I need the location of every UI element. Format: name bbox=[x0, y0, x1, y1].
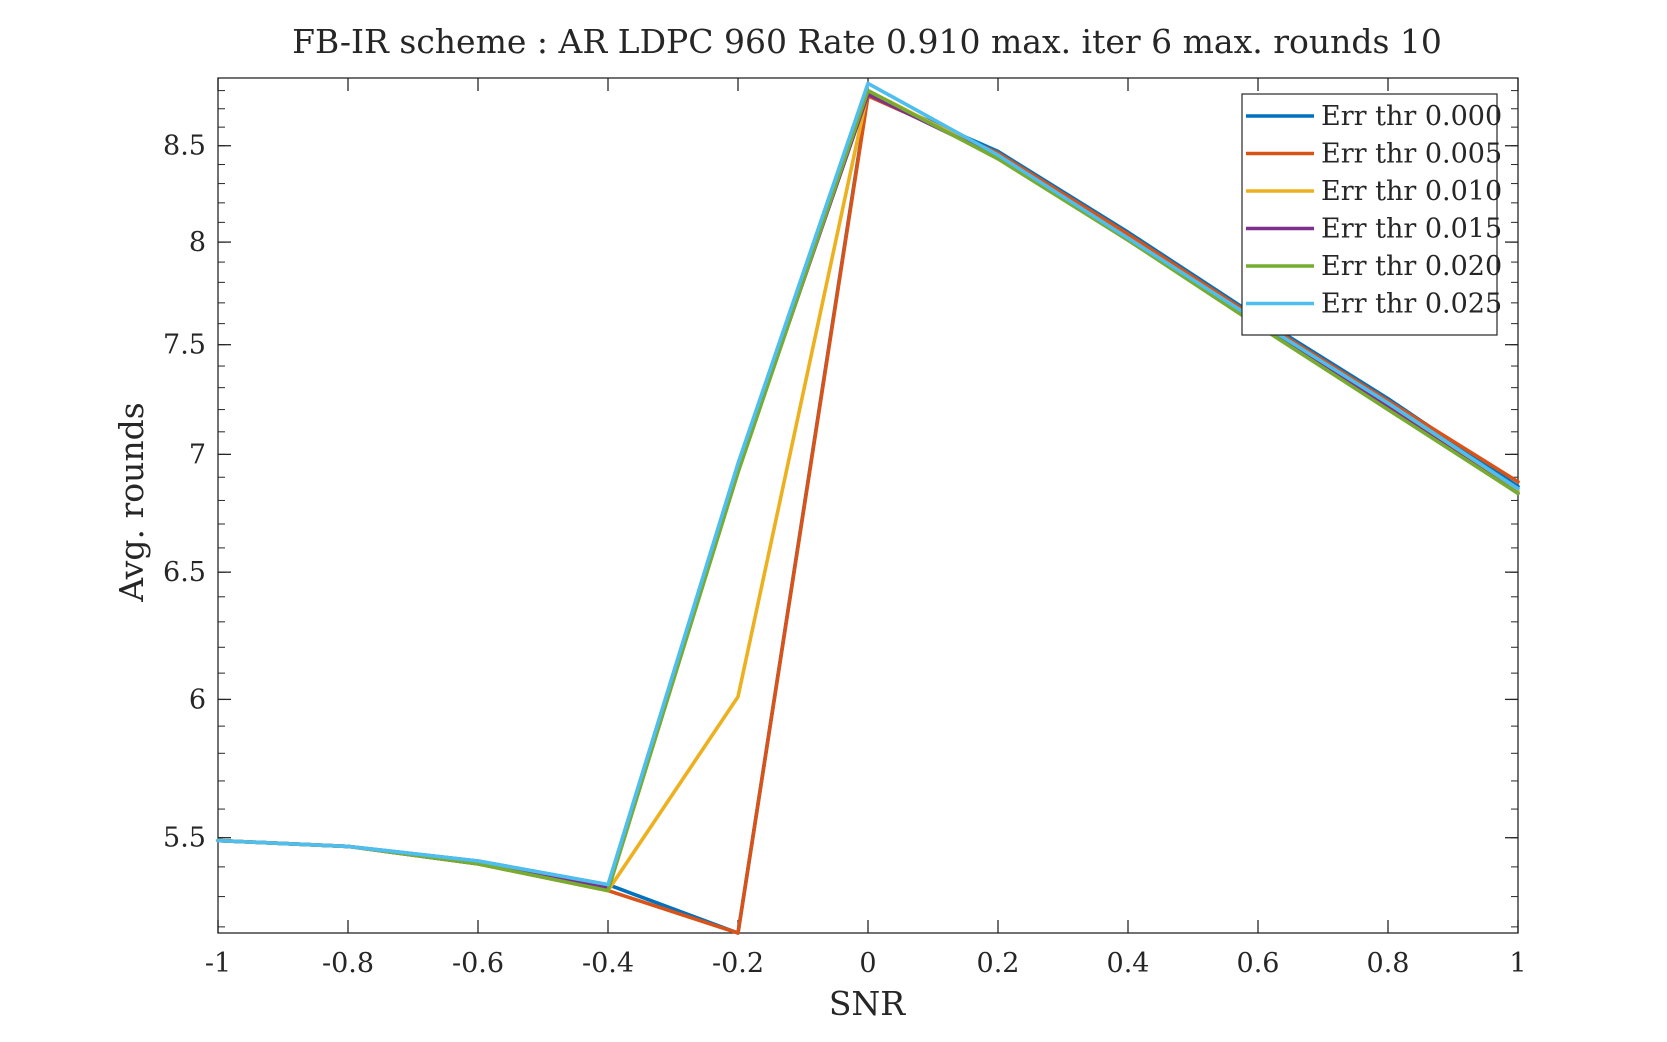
series-line bbox=[216, 81, 1520, 887]
y-tick-label: 7 bbox=[189, 439, 206, 470]
y-tick-label: 8 bbox=[189, 227, 206, 258]
x-tick-label: -0.2 bbox=[712, 948, 764, 979]
y-tick-label: 8.5 bbox=[163, 131, 206, 162]
x-axis-ticks: -1 -0.8 -0.6 -0.4 -0.2 0 0.2 0.4 0.6 0.8 1 bbox=[205, 78, 1527, 979]
x-tick-label: 0.2 bbox=[977, 948, 1020, 979]
x-tick-label: 0.6 bbox=[1237, 948, 1280, 979]
x-tick-label: -0.6 bbox=[452, 948, 504, 979]
y-tick-label: 6 bbox=[189, 684, 206, 715]
legend-label: Err thr 0.015 bbox=[1321, 214, 1502, 245]
legend-box bbox=[1241, 93, 1498, 336]
legend-label: Err thr 0.010 bbox=[1321, 176, 1502, 207]
y-axis-ticks: 5.5 6 6.5 7 7.5 8 8.5 bbox=[163, 90, 1518, 928]
y-tick-label: 5.5 bbox=[163, 823, 206, 854]
legend-label: Err thr 0.000 bbox=[1321, 101, 1502, 132]
chart-title: FB-IR scheme : AR LDPC 960 Rate 0.910 ma… bbox=[292, 22, 1442, 61]
legend-label: Err thr 0.020 bbox=[1321, 251, 1502, 282]
x-tick-label: 0.8 bbox=[1367, 948, 1410, 979]
legend-label: Err thr 0.005 bbox=[1321, 139, 1502, 170]
x-axis-label: SNR bbox=[829, 984, 906, 1023]
x-tick-label: 1 bbox=[1509, 948, 1526, 979]
y-tick-label: 6.5 bbox=[163, 557, 206, 588]
chart-legend: Err thr 0.000 Err thr 0.005 Err thr 0.010 E… bbox=[1241, 93, 1502, 336]
x-tick-label: 0.4 bbox=[1107, 948, 1150, 979]
x-tick-label: -0.8 bbox=[322, 948, 374, 979]
y-axis-label: Avg. rounds bbox=[112, 402, 151, 602]
legend-label: Err thr 0.025 bbox=[1321, 289, 1502, 320]
series-line bbox=[216, 88, 1520, 893]
x-tick-label: 0 bbox=[859, 948, 876, 979]
series-lines bbox=[216, 81, 1520, 935]
x-tick-label: -0.4 bbox=[582, 948, 634, 979]
x-tick-label: -1 bbox=[205, 948, 231, 979]
y-tick-label: 7.5 bbox=[163, 330, 206, 361]
